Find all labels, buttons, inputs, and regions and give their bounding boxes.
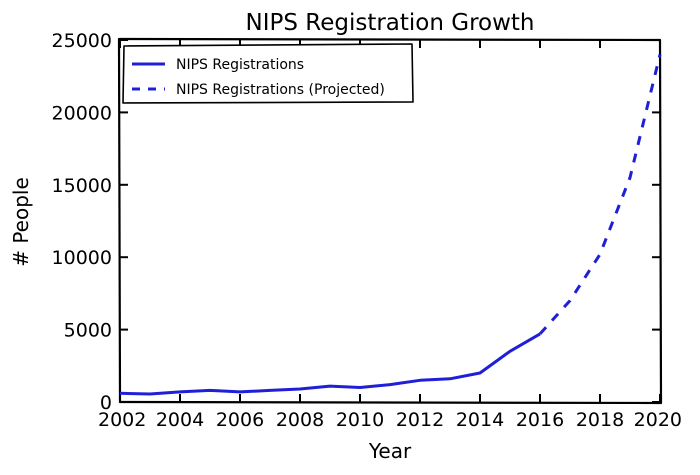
chart-title: NIPS Registration Growth xyxy=(245,10,534,36)
y-tick-label: 25000 xyxy=(52,30,112,52)
x-tick-label: 2016 xyxy=(516,409,564,431)
x-tick-label: 2010 xyxy=(336,409,384,431)
x-tick-label: 2020 xyxy=(634,409,682,431)
x-tick-label: 2018 xyxy=(576,409,624,431)
x-tick-label: 2012 xyxy=(396,409,444,431)
x-tick-label: 2004 xyxy=(156,409,204,431)
y-tick-label: 10000 xyxy=(52,247,112,269)
legend-label-registrations: NIPS Registrations xyxy=(176,57,304,73)
x-axis: 2002 2004 2006 2008 2010 2012 2014 2016 2018 2020 xyxy=(98,40,682,431)
y-tick-label: 5000 xyxy=(64,320,112,342)
x-axis-label: Year xyxy=(368,439,412,463)
series-line-registrations xyxy=(119,332,541,396)
x-tick-label: 2002 xyxy=(98,409,146,431)
series-line-projected xyxy=(538,54,662,335)
y-axis-label: # People xyxy=(9,177,33,267)
legend-box xyxy=(122,43,414,104)
x-tick-label: 2008 xyxy=(276,409,324,431)
x-tick-label: 2014 xyxy=(456,409,504,431)
y-axis: 0 5000 10000 15000 20000 25000 xyxy=(52,30,660,414)
legend-label-projected: NIPS Registrations (Projected) xyxy=(176,82,385,98)
y-tick-label: 15000 xyxy=(52,175,112,197)
y-tick-label: 0 xyxy=(100,392,112,414)
legend: NIPS Registrations NIPS Registrations (P… xyxy=(122,43,414,104)
series-layer xyxy=(119,54,662,396)
plot-frame xyxy=(117,37,663,405)
y-tick-label: 20000 xyxy=(52,102,112,124)
x-tick-label: 2006 xyxy=(216,409,264,431)
